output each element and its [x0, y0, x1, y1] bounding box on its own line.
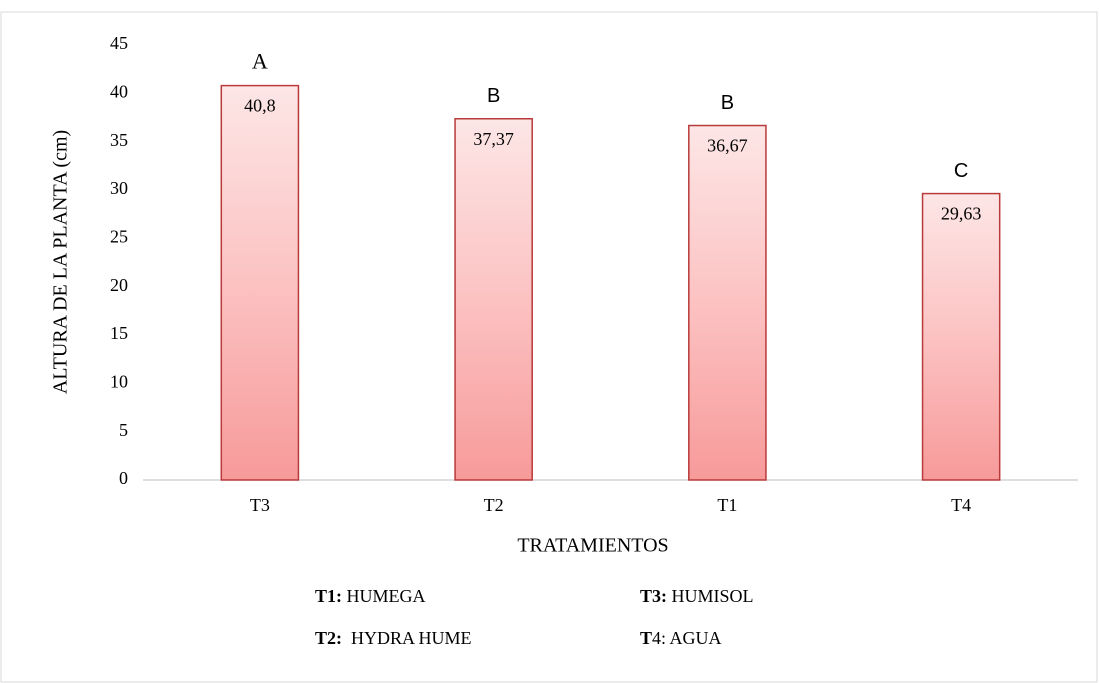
legend-note: T4: AGUA: [640, 628, 722, 648]
bar: [921, 192, 1001, 481]
y-tick-label: 10: [110, 371, 128, 391]
frame: [0, 11, 1098, 683]
legend-text: HYDRA HUME: [342, 628, 472, 648]
value-label: 40,8: [244, 96, 276, 116]
y-tick-label: 25: [110, 226, 128, 246]
y-tick-label: 5: [119, 420, 128, 440]
legend-note: T3: HUMISOL: [640, 586, 754, 606]
x-tick-label: T3: [250, 495, 270, 515]
y-tick-label: 15: [110, 323, 128, 343]
value-label: 37,37: [473, 129, 514, 149]
annotation: A: [252, 49, 268, 74]
legend-note: T1: HUMEGA: [315, 586, 426, 606]
value-label: 36,67: [707, 136, 748, 156]
y-tick-label: 30: [110, 178, 128, 198]
y-tick-label: 45: [110, 33, 128, 53]
bar: [688, 124, 767, 481]
y-tick-label: 0: [119, 468, 128, 488]
y-axis-title: ALTURA DE LA PLANTA (cm): [50, 130, 72, 394]
annotation: C: [954, 160, 968, 182]
annotation: B: [721, 92, 734, 114]
y-tick-label: 35: [110, 130, 128, 150]
legend-key: T2:: [315, 628, 342, 648]
value-label: 29,63: [941, 204, 982, 224]
legend-text: HUMISOL: [667, 586, 754, 606]
bar: [220, 84, 300, 481]
y-tick-label: 20: [110, 275, 128, 295]
legend-key: T: [640, 628, 652, 648]
x-tick-label: T2: [484, 495, 504, 515]
bar: [454, 118, 533, 481]
legend-text: 4: AGUA: [652, 628, 722, 648]
x-axis-title: TRATAMIENTOS: [517, 535, 668, 557]
annotation: B: [487, 85, 500, 107]
x-tick-label: T1: [717, 495, 737, 515]
legend-key: T1:: [315, 586, 342, 606]
legend-text: HUMEGA: [342, 586, 426, 606]
x-tick-label: T4: [951, 495, 971, 515]
y-tick-label: 40: [110, 81, 128, 101]
legend-key: T3:: [640, 586, 667, 606]
legend-note: T2: HYDRA HUME: [315, 628, 472, 648]
